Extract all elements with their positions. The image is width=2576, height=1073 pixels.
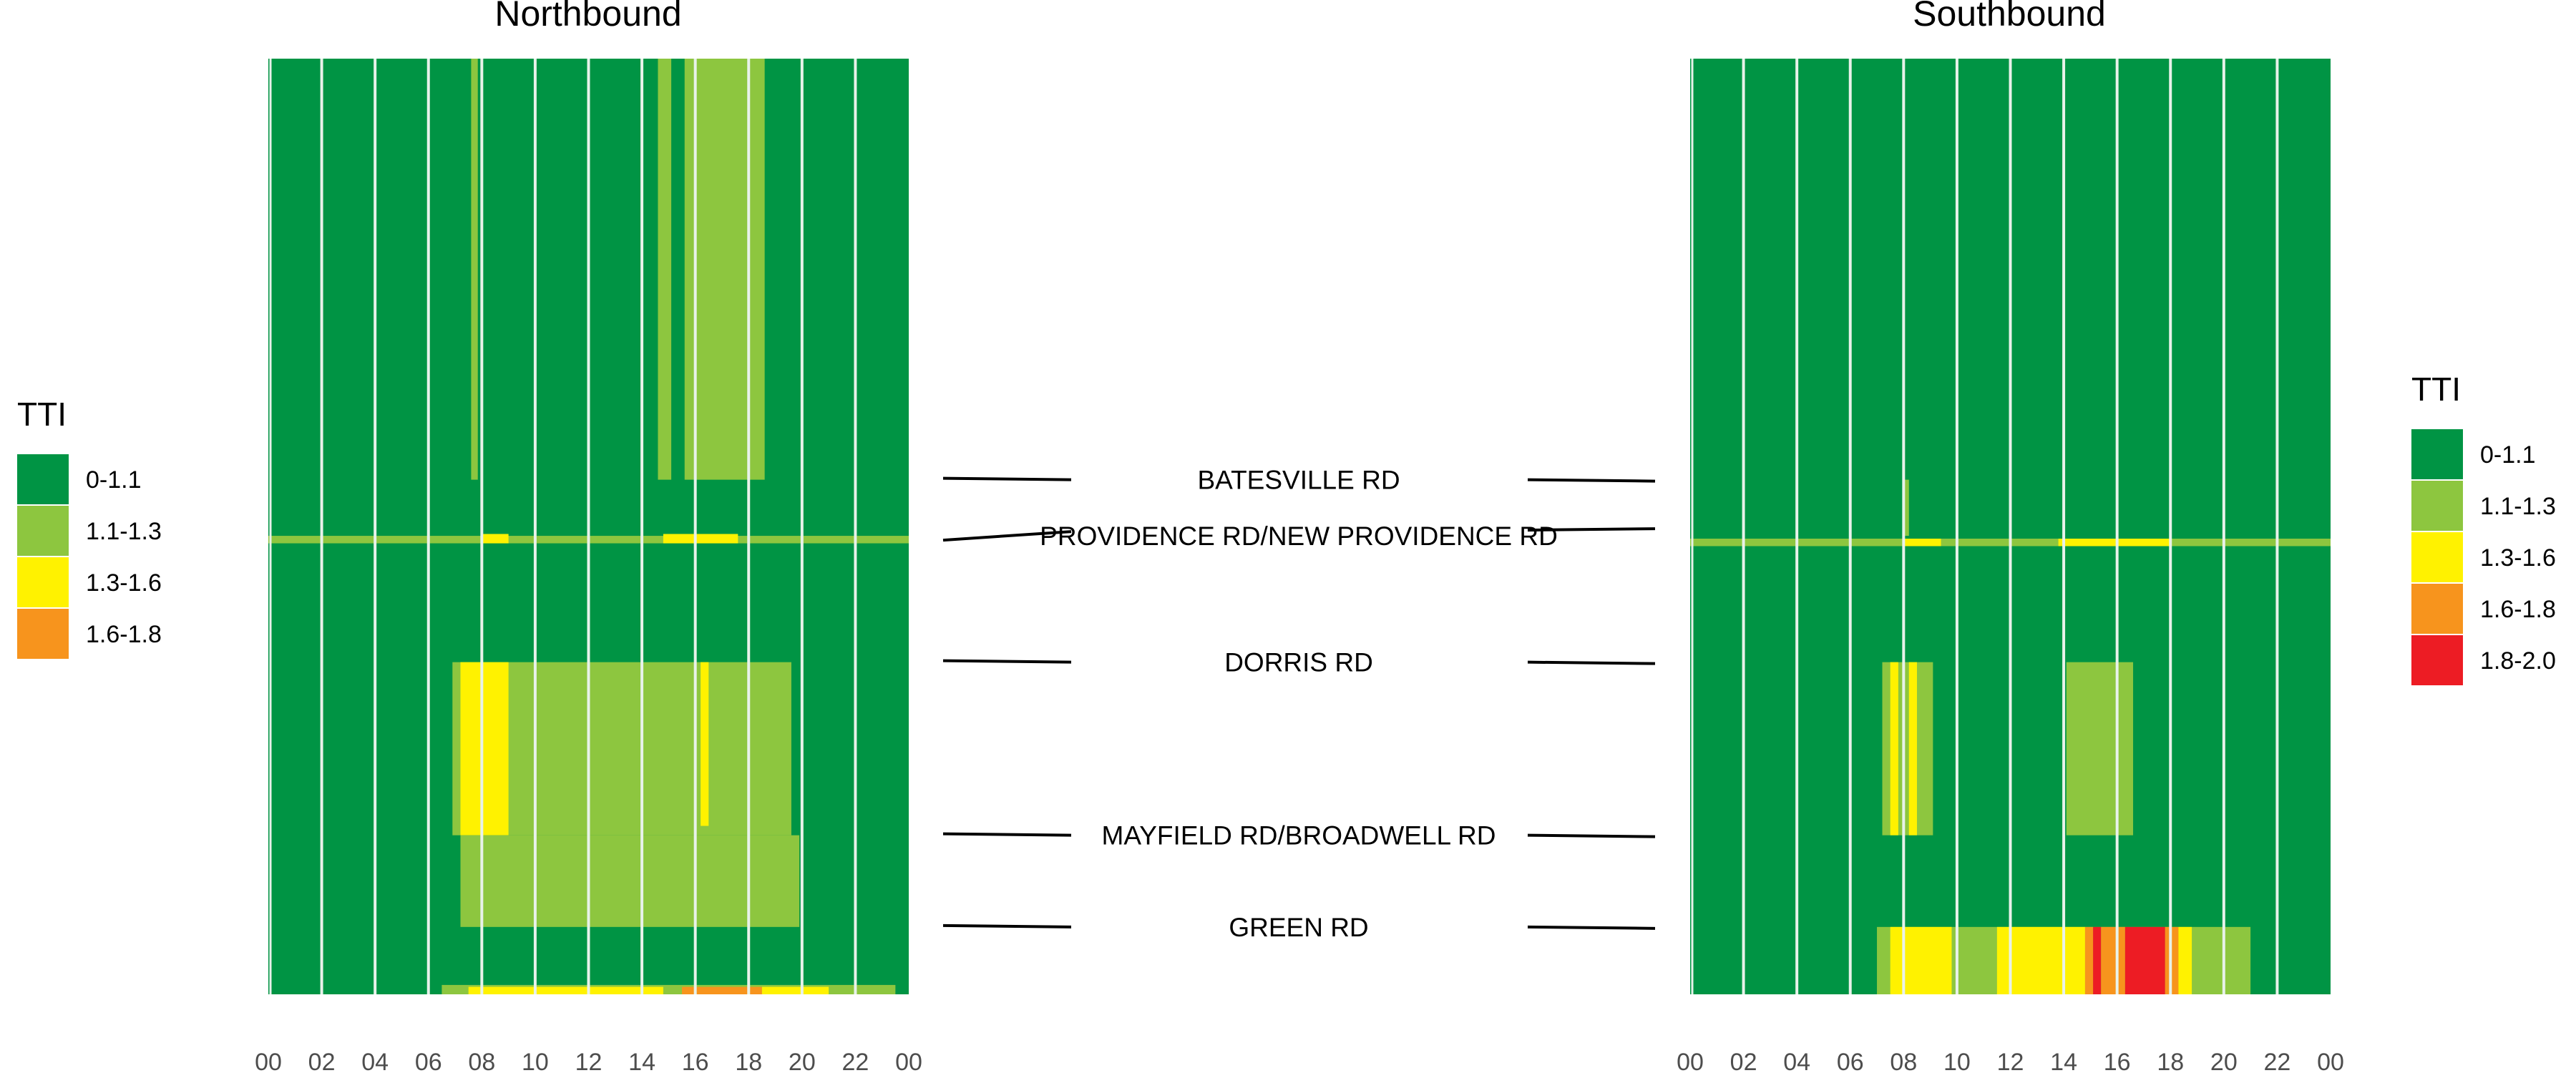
heatmap-panel-northbound: Northbound 00 02 04 06 08 10 12 14 16 18 20 22 00 bbox=[255, 0, 922, 1073]
road-connector-left bbox=[942, 476, 1072, 481]
heatmap-cell bbox=[460, 835, 800, 927]
road-label: GREEN RD bbox=[1229, 913, 1368, 942]
legend-swatch bbox=[17, 609, 69, 659]
legend-right: TTI 0-1.1 1.1-1.3 1.3-1.6 1.6-1.8 1.8-2.0 bbox=[2411, 371, 2556, 685]
x-tick-label: 08 bbox=[1890, 1049, 1917, 1073]
x-tick-label: 20 bbox=[2210, 1049, 2238, 1073]
legend-title: TTI bbox=[17, 396, 67, 433]
x-tick-label: 04 bbox=[1783, 1049, 1810, 1073]
heatmap-cell bbox=[2058, 539, 2171, 547]
x-tick-label: 20 bbox=[789, 1049, 816, 1073]
legend-swatch bbox=[17, 557, 69, 607]
heatmap-cell bbox=[2093, 926, 2102, 994]
x-tick-label: 04 bbox=[361, 1049, 389, 1073]
legend-left: TTI 0-1.1 1.1-1.3 1.3-1.6 1.6-1.8 bbox=[17, 396, 162, 659]
road-connector-right bbox=[1527, 527, 1656, 532]
legend-label: 1.1-1.3 bbox=[86, 518, 162, 545]
heatmap-cell bbox=[2178, 926, 2192, 994]
x-tick-label: 12 bbox=[575, 1049, 602, 1073]
legend-label: 1.6-1.8 bbox=[2480, 596, 2556, 623]
road-label: BATESVILLE RD bbox=[1197, 466, 1400, 495]
legend-label: 0-1.1 bbox=[86, 466, 142, 494]
road-label-group: PROVIDENCE RD/NEW PROVIDENCE RD bbox=[942, 521, 1656, 551]
x-tick-label: 22 bbox=[2264, 1049, 2291, 1073]
legend-swatch bbox=[2411, 481, 2463, 531]
panel-title: Northbound bbox=[494, 0, 681, 34]
heatmap-cell bbox=[1908, 662, 1917, 836]
x-tick-label: 18 bbox=[735, 1049, 762, 1073]
heatmap-cell bbox=[2124, 926, 2165, 994]
heatmap-cell bbox=[1903, 479, 1909, 536]
x-tick-label: 02 bbox=[1730, 1049, 1757, 1073]
legend-label: 1.8-2.0 bbox=[2480, 647, 2556, 675]
road-connector-left bbox=[942, 530, 1072, 542]
heatmap-cell bbox=[701, 662, 709, 826]
legend-swatch bbox=[17, 454, 69, 504]
road-connector-left bbox=[942, 923, 1072, 929]
road-label-group: DORRIS RD bbox=[942, 648, 1656, 677]
heatmap-cell bbox=[1882, 662, 1933, 836]
legend-swatch bbox=[2411, 429, 2463, 479]
x-tick-label: 06 bbox=[1837, 1049, 1864, 1073]
x-tick-label: 12 bbox=[1997, 1049, 2024, 1073]
x-tick-label: 16 bbox=[682, 1049, 709, 1073]
heatmap-cell bbox=[468, 986, 663, 994]
legend-swatch bbox=[2411, 584, 2463, 634]
x-tick-label: 00 bbox=[895, 1049, 922, 1073]
legend-swatch bbox=[17, 506, 69, 556]
x-tick-label: 10 bbox=[522, 1049, 549, 1073]
x-tick-label: 22 bbox=[842, 1049, 869, 1073]
legend-swatch bbox=[2411, 532, 2463, 582]
x-tick-label: 14 bbox=[2050, 1049, 2077, 1073]
heatmap-cell bbox=[1890, 662, 1898, 836]
road-connector-right bbox=[1527, 660, 1656, 665]
legend-label: 1.3-1.6 bbox=[86, 569, 162, 597]
road-label: PROVIDENCE RD/NEW PROVIDENCE RD bbox=[1040, 521, 1558, 551]
heatmap-cell bbox=[761, 986, 829, 994]
heatmap-cell bbox=[471, 59, 478, 480]
x-tick-label: 18 bbox=[2157, 1049, 2184, 1073]
heatmap-cell bbox=[452, 662, 791, 836]
x-tick-label: 16 bbox=[2104, 1049, 2131, 1073]
x-tick-label: 14 bbox=[628, 1049, 655, 1073]
heatmap-cell bbox=[684, 59, 765, 480]
legend-label: 1.1-1.3 bbox=[2480, 493, 2556, 520]
x-tick-label: 00 bbox=[2317, 1049, 2344, 1073]
road-connector-right bbox=[1527, 833, 1656, 838]
heatmap-cell bbox=[2084, 926, 2094, 994]
road-connector-left bbox=[942, 659, 1072, 664]
road-label: DORRIS RD bbox=[1224, 648, 1373, 677]
x-tick-label: 08 bbox=[468, 1049, 495, 1073]
road-connector-right bbox=[1527, 925, 1656, 930]
road-label-group: BATESVILLE RD bbox=[942, 466, 1656, 495]
legend-label: 0-1.1 bbox=[2480, 441, 2536, 469]
panel-title: Southbound bbox=[1913, 0, 2106, 34]
heatmap-cell bbox=[2066, 662, 2134, 836]
road-connector-left bbox=[942, 832, 1072, 837]
heatmap-cell bbox=[460, 662, 509, 836]
legend-swatch bbox=[2411, 635, 2463, 685]
heatmap-cell bbox=[1890, 926, 1952, 994]
x-tick-label: 06 bbox=[415, 1049, 442, 1073]
legend-label: 1.3-1.6 bbox=[2480, 544, 2556, 572]
x-tick-label: 00 bbox=[255, 1049, 282, 1073]
road-label-group: GREEN RD bbox=[942, 913, 1656, 942]
road-connector-right bbox=[1527, 478, 1656, 483]
road-label-group: MAYFIELD RD/BROADWELL RD bbox=[942, 821, 1656, 851]
x-tick-label: 00 bbox=[1677, 1049, 1704, 1073]
heatmap-cell bbox=[658, 59, 672, 480]
heatmap-cell bbox=[663, 534, 738, 544]
legend-label: 1.6-1.8 bbox=[86, 621, 162, 648]
heatmap-cell bbox=[2101, 926, 2125, 994]
x-tick-label: 02 bbox=[308, 1049, 336, 1073]
legend-title: TTI bbox=[2411, 371, 2461, 408]
heatmap-panel-southbound: Southbound 00 02 04 06 08 10 12 14 16 18 20 22 00 bbox=[1677, 0, 2344, 1073]
heatmap-cell bbox=[1903, 539, 1941, 547]
heatmap-cell bbox=[482, 534, 509, 544]
x-tick-label: 10 bbox=[1943, 1049, 1971, 1073]
heatmap-cell bbox=[682, 986, 762, 994]
road-label: MAYFIELD RD/BROADWELL RD bbox=[1102, 821, 1496, 851]
